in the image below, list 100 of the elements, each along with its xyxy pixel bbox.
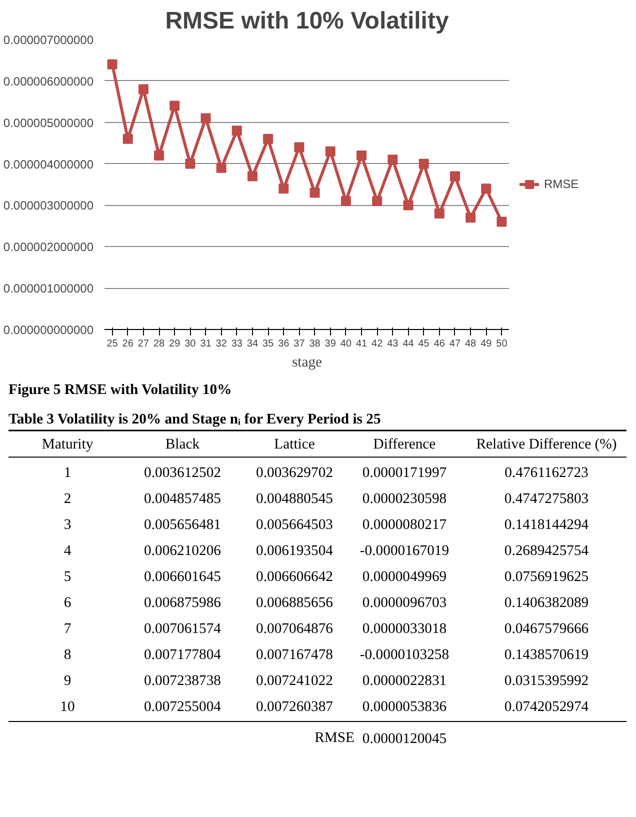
text: 0.007238738 — [144, 673, 221, 690]
x-tick-label: 32 — [216, 338, 228, 350]
text: 0.1406382089 — [504, 595, 589, 612]
caption: Figure 5 RMSE with Volatility 10% — [8, 382, 232, 398]
text: 0.4761162723 — [504, 464, 588, 481]
point — [138, 84, 148, 94]
x-tick-label: 43 — [387, 338, 399, 350]
x-tick-label: 37 — [294, 338, 306, 350]
text: 0.006193504 — [256, 542, 334, 559]
text: 0.0000120045 — [362, 731, 447, 748]
point — [122, 134, 133, 144]
text: 0.0000049969 — [362, 568, 447, 585]
point — [403, 200, 414, 210]
x-tick-label: 25 — [106, 338, 118, 350]
text: 0.0467579666 — [504, 621, 589, 638]
x-tick-label: 44 — [402, 338, 414, 350]
text: 0.003629702 — [256, 464, 333, 481]
text: 0.0742052974 — [504, 699, 590, 716]
text: 4 — [64, 542, 72, 559]
x-tick-label: 48 — [464, 338, 477, 350]
x-tick-label: 29 — [169, 338, 181, 350]
point — [496, 216, 507, 227]
text: 0.0000080217 — [362, 516, 447, 533]
text: 2 — [64, 490, 72, 507]
text: 0.0000053836 — [362, 699, 447, 716]
text: 7 — [64, 621, 72, 638]
legend-label: RMSE — [544, 177, 579, 191]
text: 0.007167478 — [256, 647, 333, 664]
text: 0.005656481 — [144, 516, 221, 533]
x-tick-label: 33 — [231, 338, 243, 350]
point — [434, 208, 444, 218]
text: 6 — [64, 595, 72, 612]
text: 0.004857485 — [144, 490, 221, 507]
y-tick-label: 0.000002000000 — [3, 240, 94, 254]
point — [450, 171, 460, 182]
x-tick-label: 28 — [153, 338, 166, 350]
text: Relative Difference (%) — [476, 436, 617, 452]
text: 8 — [64, 647, 72, 664]
text: 0.0000171997 — [362, 464, 447, 481]
point — [466, 212, 476, 223]
text: 0.007064876 — [256, 621, 333, 638]
point — [232, 126, 242, 136]
text: RMSE — [314, 730, 355, 746]
text: 9 — [64, 673, 72, 690]
x-tick-label: 36 — [278, 338, 290, 350]
x-tick-label: 39 — [324, 338, 336, 350]
chart-title: RMSE with 10% Volatility — [165, 8, 450, 34]
x-tick-label: 40 — [340, 338, 352, 350]
text: 0.1418144294 — [504, 516, 590, 533]
text: 0.007260387 — [256, 699, 333, 716]
text: 0.007061574 — [144, 621, 222, 638]
y-tick-label: 0.000000000000 — [3, 323, 94, 337]
x-tick-label: 41 — [356, 338, 368, 350]
text: Lattice — [274, 436, 315, 452]
point — [325, 146, 336, 156]
caption: Table 3 Volatility is 20% and Stage nᵢ for Every Period is 25 — [8, 412, 381, 428]
text: 3 — [64, 516, 72, 533]
text: Maturity — [42, 436, 94, 452]
point — [107, 59, 118, 70]
x-tick-label: 42 — [372, 338, 384, 350]
text: 0.007177804 — [144, 647, 222, 664]
x-tick-label: 31 — [200, 338, 212, 350]
x-tick-label: 46 — [434, 338, 446, 350]
point — [216, 162, 226, 173]
text: 0.006210206 — [144, 542, 221, 559]
point — [170, 100, 180, 111]
text: Black — [165, 436, 200, 452]
x-tick-label: 38 — [309, 338, 321, 350]
x-tick-label: 45 — [418, 338, 430, 350]
text: 0.2689425754 — [504, 542, 590, 559]
point — [418, 158, 429, 169]
point — [481, 184, 492, 194]
point — [340, 196, 351, 206]
text: 0.0000230598 — [362, 490, 447, 507]
point — [185, 158, 196, 169]
text: 0.0315395992 — [504, 673, 589, 690]
point — [294, 142, 304, 152]
y-tick-label: 0.000006000000 — [3, 74, 94, 88]
point — [154, 150, 164, 160]
text: 0.1438570619 — [504, 647, 589, 664]
x-tick-label: 30 — [184, 338, 196, 350]
x-tick-label: 47 — [449, 338, 461, 350]
text: -0.0000103258 — [360, 647, 450, 664]
text: 0.0000096703 — [362, 595, 447, 612]
text: -0.0000167019 — [360, 542, 450, 559]
point — [263, 134, 274, 144]
x-tick-label: 35 — [262, 338, 274, 350]
text: 0.006601645 — [144, 568, 221, 585]
text: 0.006606642 — [256, 568, 333, 585]
y-tick-label: 0.000004000000 — [3, 157, 94, 172]
text: 0.003612502 — [144, 464, 221, 481]
text: 0.005664503 — [256, 516, 333, 533]
point — [200, 113, 211, 124]
text: 1 — [64, 464, 72, 481]
point — [372, 196, 382, 206]
x-tick-label: 27 — [138, 338, 150, 350]
x-tick-label: 26 — [122, 338, 134, 350]
x-tick-label: 49 — [480, 338, 492, 350]
text: Difference — [373, 436, 436, 452]
text: 0.0000022831 — [362, 673, 447, 690]
